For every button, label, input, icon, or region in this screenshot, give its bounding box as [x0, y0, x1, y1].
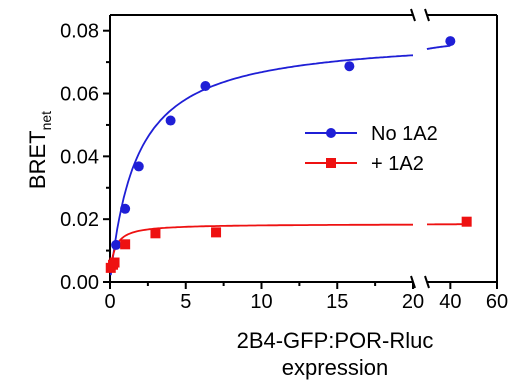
x-tick-label-0-3: 15: [326, 291, 348, 313]
x-tick-label-0-0: 0: [104, 291, 115, 313]
data-point-no1a2-4: [200, 81, 210, 91]
data-point-no1a2-6: [445, 36, 455, 46]
data-point-no1a2-5: [344, 61, 354, 71]
y-axis-title: BRETnet: [25, 111, 54, 189]
x-tick-label-1-0: 40: [439, 291, 461, 313]
y-axis-title-subscript: net: [38, 111, 54, 131]
legend-marker-1: [326, 158, 336, 168]
legend-marker-0: [326, 128, 336, 138]
x-tick-label-0-4: 20: [402, 291, 424, 313]
x-tick-label-1-1: 60: [486, 291, 508, 313]
data-point-no1a2-3: [166, 116, 176, 126]
data-point-no1a2-2: [134, 161, 144, 171]
y-tick-label-3: 0.06: [60, 84, 99, 106]
data-point-no1a2-1: [120, 204, 130, 214]
legend: No 1A2 + 1A2: [305, 123, 438, 175]
y-tick-label-2: 0.04: [60, 146, 99, 168]
legend-label-1: + 1A2: [371, 153, 424, 175]
data-point-plus1a2-2: [110, 258, 120, 268]
data-point-no1a2-0: [111, 240, 121, 250]
y-axis-title-main: BRET: [25, 130, 50, 189]
x-axis-title-line2: expression: [210, 355, 460, 381]
data-point-plus1a2-3: [120, 239, 130, 249]
y-tick-label-1: 0.02: [60, 209, 99, 231]
x-tick-label-0-1: 5: [180, 291, 191, 313]
fit-curve-0-1: [427, 46, 450, 49]
y-tick-label-4: 0.08: [60, 21, 99, 43]
data-point-plus1a2-6: [462, 217, 472, 227]
data-point-plus1a2-5: [211, 227, 221, 237]
y-tick-label-0: 0.00: [60, 272, 99, 294]
x-tick-label-0-2: 10: [250, 291, 272, 313]
data-point-plus1a2-4: [150, 228, 160, 238]
x-axis-title-line1: 2B4-GFP:POR-Rluc: [210, 328, 460, 354]
legend-label-0: No 1A2: [371, 123, 438, 145]
fit-curve-0-0: [111, 55, 413, 275]
